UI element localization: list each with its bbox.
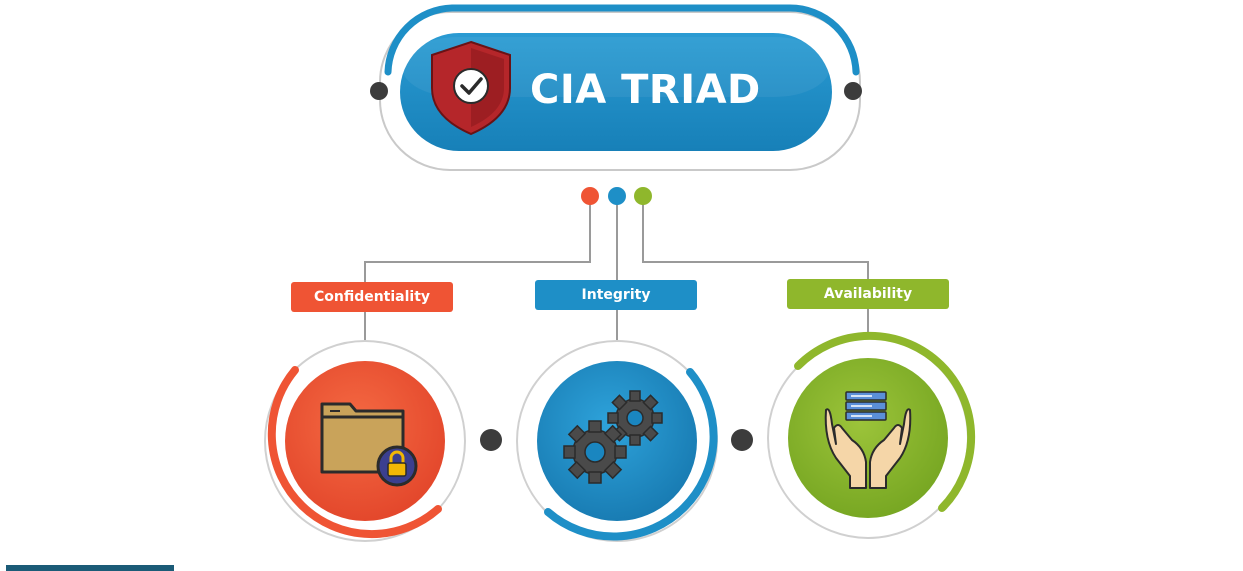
title-banner [370,4,862,171]
confidentiality-node [264,340,466,542]
confidentiality-label: Confidentiality [291,282,453,312]
progress-bar [6,565,174,571]
title-right-dot [844,82,862,100]
title-left-dot [370,82,388,100]
hands-holding-server-icon [824,391,912,489]
separator-dot [731,429,753,451]
availability-label: Availability [787,279,949,309]
connector-dot-red [581,187,599,205]
connectors [364,196,869,340]
separator-dot [480,429,502,451]
connector-dot-blue [608,187,626,205]
connector-dot-green [634,187,652,205]
integrity-label: Integrity [535,280,697,310]
integrity-node [516,340,718,542]
availability-node [767,331,976,539]
locked-folder-icon [320,402,418,487]
gears-icon [563,390,663,484]
title-blue-arc [384,4,860,76]
page-title: CIA TRIAD [530,67,761,113]
shield-check-icon [431,40,511,136]
